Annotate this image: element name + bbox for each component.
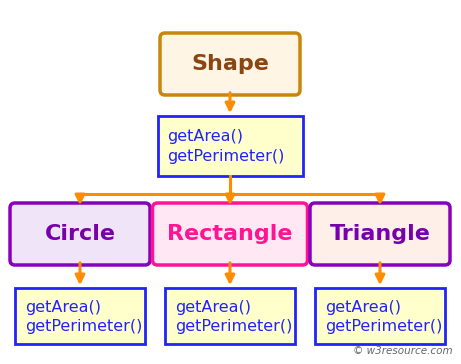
Text: getPerimeter(): getPerimeter() xyxy=(175,318,292,333)
Text: getArea(): getArea() xyxy=(25,300,101,315)
Text: getArea(): getArea() xyxy=(167,130,243,145)
Text: © w3resource.com: © w3resource.com xyxy=(354,346,453,356)
FancyBboxPatch shape xyxy=(10,203,150,265)
Text: getPerimeter(): getPerimeter() xyxy=(25,318,142,333)
FancyBboxPatch shape xyxy=(160,33,300,95)
Text: Triangle: Triangle xyxy=(330,224,431,244)
FancyBboxPatch shape xyxy=(310,203,450,265)
FancyBboxPatch shape xyxy=(15,288,145,344)
Text: getArea(): getArea() xyxy=(175,300,251,315)
Text: Rectangle: Rectangle xyxy=(167,224,293,244)
Text: getPerimeter(): getPerimeter() xyxy=(325,318,443,333)
Text: Circle: Circle xyxy=(45,224,116,244)
Text: getPerimeter(): getPerimeter() xyxy=(167,149,285,164)
FancyBboxPatch shape xyxy=(158,116,302,176)
FancyBboxPatch shape xyxy=(153,203,307,265)
Text: getArea(): getArea() xyxy=(325,300,401,315)
FancyBboxPatch shape xyxy=(315,288,445,344)
Text: Shape: Shape xyxy=(191,54,269,74)
FancyBboxPatch shape xyxy=(165,288,295,344)
